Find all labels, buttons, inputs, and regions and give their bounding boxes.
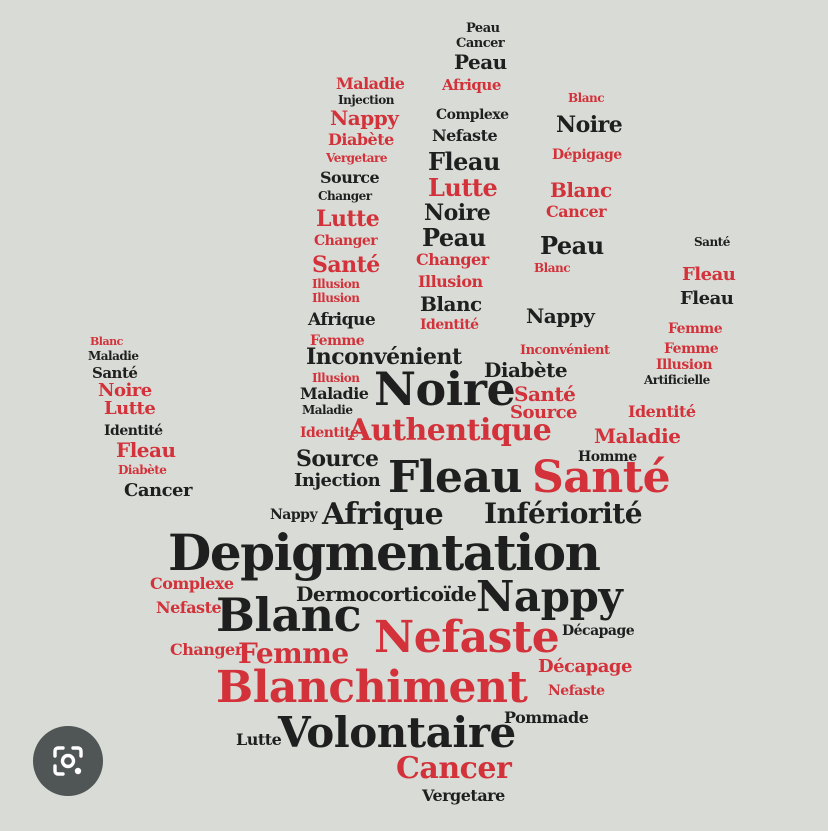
word: Fleau: [428, 147, 500, 176]
word: Décapage: [562, 623, 635, 639]
word: Vergetare: [422, 786, 505, 805]
word: Cancer: [396, 751, 512, 786]
word: Fleau: [388, 452, 522, 503]
word: Inconvénient: [306, 344, 462, 370]
word: Noire: [424, 200, 491, 226]
word: Diabète: [484, 358, 568, 382]
word: Injection: [338, 93, 394, 107]
word: Identité: [104, 423, 163, 439]
camera-search-icon: [53, 746, 83, 776]
word: Source: [296, 446, 379, 472]
word: Source: [510, 402, 578, 423]
word: Santé: [514, 382, 576, 406]
word: Changer: [314, 233, 378, 249]
word: Dermocorticoïde: [296, 582, 477, 606]
word: Pommade: [504, 708, 589, 727]
word: Blanc: [216, 588, 362, 642]
word: Blanc: [550, 178, 612, 202]
word: Lutte: [428, 173, 498, 202]
word: Maladie: [88, 349, 139, 363]
word: Nefaste: [548, 683, 605, 699]
word: Lutte: [316, 206, 380, 232]
word: Changer: [416, 250, 489, 269]
word: Santé: [532, 452, 671, 503]
word: Afrique: [308, 310, 376, 330]
word: Nappy: [330, 106, 399, 130]
word: Fleau: [680, 288, 734, 309]
word: Diabète: [328, 130, 394, 149]
word: Peau: [454, 50, 507, 74]
word: Maladie: [302, 403, 353, 417]
word: Blanc: [90, 335, 123, 348]
word: Maladie: [594, 424, 681, 448]
word: Dépigage: [552, 147, 622, 163]
word: Complexe: [436, 107, 509, 123]
word: Femme: [664, 341, 719, 357]
word: Peau: [540, 231, 604, 260]
word: Identité: [300, 425, 359, 441]
word: Complexe: [150, 574, 234, 593]
word: Lutte: [236, 730, 282, 749]
word: Femme: [238, 637, 349, 670]
word: Santé: [92, 364, 138, 382]
word: Nefaste: [432, 126, 498, 145]
word: Décapage: [538, 656, 632, 677]
word: Illusion: [312, 277, 360, 291]
word: Santé: [694, 235, 730, 249]
word: Fleau: [116, 438, 176, 462]
word: Nefaste: [156, 598, 222, 617]
word: Nefaste: [374, 612, 560, 663]
word: Blanc: [420, 292, 482, 316]
word: Maladie: [300, 384, 369, 403]
word: Vergetare: [326, 151, 387, 165]
word: Blanc: [568, 91, 605, 105]
word: Diabète: [118, 463, 167, 477]
word: Identité: [628, 402, 696, 421]
word: Cancer: [546, 202, 607, 221]
word: Illusion: [312, 371, 360, 385]
word: Femme: [668, 321, 723, 337]
word: Santé: [312, 252, 380, 278]
word: Cancer: [124, 480, 192, 501]
word: Volontaire: [278, 708, 516, 757]
word: Illusion: [418, 272, 483, 291]
word: Depigmentation: [168, 523, 601, 582]
word: Illusion: [656, 357, 713, 373]
word: Cancer: [456, 36, 505, 51]
word: Noire: [556, 112, 623, 138]
word: Inconvénient: [520, 343, 610, 358]
word: Peau: [466, 21, 500, 36]
word: Changer: [318, 189, 372, 203]
word: Blanc: [534, 261, 571, 275]
word: Noire: [98, 380, 152, 401]
word: Afrique: [442, 76, 501, 94]
word: Infériorité: [484, 497, 643, 530]
word: Changer: [170, 640, 243, 659]
word: Source: [320, 168, 380, 187]
word: Identité: [420, 317, 479, 333]
word: Peau: [422, 223, 486, 252]
word: Lutte: [104, 398, 156, 419]
word: Afrique: [322, 497, 444, 532]
word: Homme: [578, 449, 637, 465]
visual-search-button[interactable]: [33, 726, 103, 796]
word: Noire: [374, 362, 516, 416]
word: Fleau: [682, 264, 736, 285]
word: Nappy: [270, 507, 318, 523]
word: Nappy: [476, 572, 623, 621]
word: Illusion: [312, 291, 360, 305]
word: Femme: [310, 333, 365, 349]
word: Authentique: [348, 413, 552, 448]
word: Maladie: [336, 74, 405, 93]
word: Nappy: [526, 304, 595, 328]
word: Blanchiment: [216, 662, 528, 713]
word: Artificielle: [644, 373, 710, 387]
word: Injection: [294, 470, 381, 491]
